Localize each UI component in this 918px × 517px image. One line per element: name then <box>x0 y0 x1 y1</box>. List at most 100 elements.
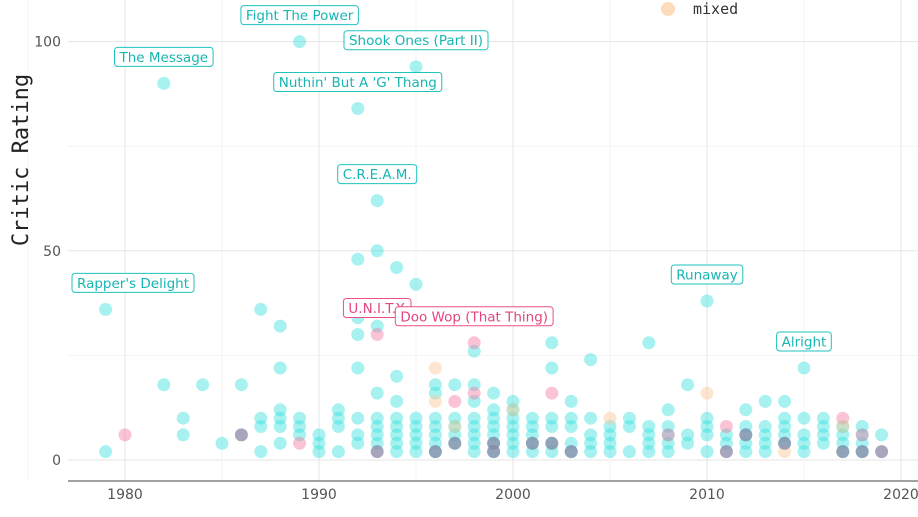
data-point-main <box>622 445 636 459</box>
annotation-text: U.N.I.T.Y. <box>348 301 406 317</box>
data-point-main <box>816 411 830 425</box>
x-tick-label: 2010 <box>689 487 725 503</box>
data-point-main <box>370 386 384 400</box>
data-point-dark <box>778 436 792 450</box>
annotation-text: The Message <box>119 50 209 66</box>
data-point-main <box>331 411 345 425</box>
data-point-main <box>758 420 772 433</box>
data-point-main <box>312 436 326 450</box>
data-point-main <box>351 428 365 442</box>
annotation-label: The Message <box>114 46 214 67</box>
data-point-main <box>273 420 287 433</box>
data-point-main <box>816 420 830 433</box>
data-point-main <box>642 445 656 459</box>
data-point-main <box>758 394 772 408</box>
annotation-box <box>337 164 418 185</box>
y-tick-label: 50 <box>43 244 61 260</box>
annotation-label: Runaway <box>670 264 744 285</box>
data-point-main <box>816 436 830 450</box>
data-point-main <box>564 394 578 408</box>
data-point-main <box>506 420 520 433</box>
data-point-main <box>273 436 287 450</box>
data-point-main <box>331 420 345 433</box>
data-point-main <box>584 353 598 367</box>
data-point-main <box>157 76 171 90</box>
data-point-dark <box>428 445 442 459</box>
data-point-mixed <box>603 411 617 425</box>
data-point-main <box>234 378 248 392</box>
data-point-female <box>719 420 733 433</box>
data-point-dark <box>855 445 869 459</box>
data-point-main <box>273 361 287 375</box>
data-point-main <box>467 420 481 433</box>
data-point-main <box>797 445 811 459</box>
data-point-main <box>661 445 675 459</box>
data-point-main <box>409 445 423 459</box>
data-point-main <box>661 428 675 442</box>
y-axis-label: Critic Rating <box>9 74 34 246</box>
point-annotations: Rapper's Delight The Message Fight The Pow… <box>71 5 832 352</box>
data-point-dark <box>525 436 539 450</box>
data-point-dark <box>234 428 248 442</box>
data-point-female <box>467 386 481 400</box>
data-point-main <box>176 428 190 442</box>
data-point-mixed <box>448 420 462 433</box>
data-point-dark <box>545 436 559 450</box>
data-point-main <box>351 252 365 266</box>
data-point-main <box>293 411 307 425</box>
data-point-main <box>506 428 520 442</box>
data-point-main <box>331 403 345 417</box>
annotation-label: Nuthin' But A 'G' Thang <box>273 72 443 92</box>
data-point-main <box>681 436 695 450</box>
data-point-main <box>700 411 714 425</box>
data-point-mixed <box>836 420 850 433</box>
data-point-main <box>487 386 501 400</box>
data-point-mixed <box>700 386 714 400</box>
data-point-main <box>467 344 481 358</box>
annotation-text: Doo Wop (That Thing) <box>400 309 548 325</box>
data-point-main <box>584 428 598 442</box>
data-point-main <box>312 445 326 459</box>
data-point-female <box>545 386 559 400</box>
annotation-text: Nuthin' But A 'G' Thang <box>279 75 437 91</box>
data-point-main <box>545 336 559 350</box>
data-point-main <box>642 436 656 450</box>
data-point-mixed <box>506 403 520 417</box>
data-point-main <box>428 411 442 425</box>
annotation-box <box>273 72 443 92</box>
data-point-main <box>661 420 675 433</box>
data-point-female <box>661 428 675 442</box>
data-point-main <box>390 428 404 442</box>
data-point-main <box>525 420 539 433</box>
data-point-main <box>409 411 423 425</box>
data-point-main <box>797 428 811 442</box>
annotation-label: Alright <box>776 331 832 352</box>
data-point-female <box>293 436 307 450</box>
data-point-female <box>855 428 869 442</box>
annotation-text: Fight The Power <box>246 8 354 24</box>
data-point-main <box>370 411 384 425</box>
data-point-main <box>215 436 229 450</box>
x-tick-labels: 1980 1990 2000 2010 2020 <box>107 487 918 503</box>
annotation-text: C.R.E.A.M. <box>343 167 412 183</box>
data-point-main <box>157 378 171 392</box>
data-point-main <box>564 420 578 433</box>
data-point-main <box>293 35 307 49</box>
annotation-text: Runaway <box>676 268 737 284</box>
data-point-main <box>448 420 462 433</box>
data-point-main <box>506 445 520 459</box>
data-point-main <box>176 411 190 425</box>
data-point-main <box>409 420 423 433</box>
annotation-box <box>343 30 489 51</box>
data-point-main <box>467 436 481 450</box>
annotation-text: Shook Ones (Part II) <box>349 33 483 49</box>
annotation-label: Fight The Power <box>240 5 359 26</box>
data-point-female <box>467 336 481 350</box>
data-point-main <box>836 420 850 433</box>
data-point-main <box>293 420 307 433</box>
data-point-main <box>370 319 384 333</box>
data-point-main <box>273 403 287 417</box>
y-tick-labels: 0 50 100 <box>34 35 61 469</box>
y-tick-label: 100 <box>34 35 61 51</box>
annotation-label: Rapper's Delight <box>71 272 195 293</box>
